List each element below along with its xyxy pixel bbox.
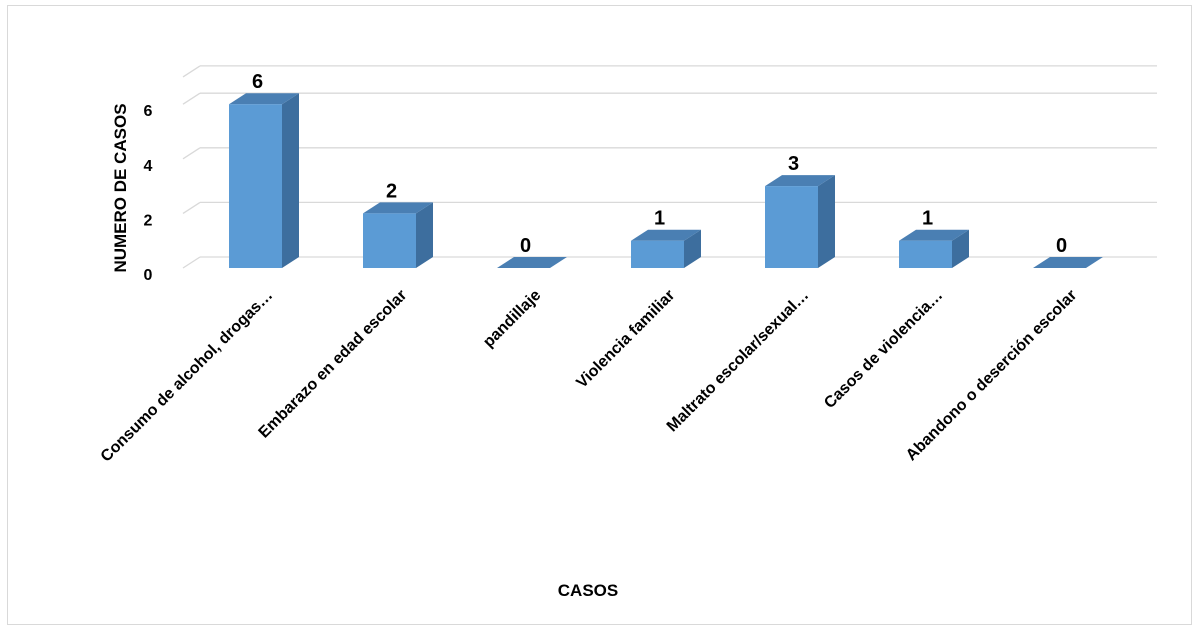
bar-side	[282, 93, 299, 268]
y-tick-labels: 0 2 4 6	[144, 103, 153, 284]
bar	[229, 93, 299, 268]
bar-top	[631, 229, 701, 241]
bar-side	[952, 229, 969, 268]
bar-top	[899, 229, 969, 241]
bar-side	[684, 229, 701, 268]
category-label: pandillaje	[480, 287, 544, 351]
category-label: Casos de violencia…	[821, 287, 946, 412]
bar-top	[765, 175, 835, 187]
bar-side	[416, 202, 433, 268]
bar-front	[765, 186, 818, 268]
bar	[363, 202, 433, 268]
bar-top	[1033, 257, 1103, 268]
gridline-diagonal	[182, 65, 201, 78]
data-label: 0	[1056, 235, 1067, 257]
bar-top	[363, 202, 433, 214]
x-axis-title: CASOS	[558, 581, 618, 600]
data-label: 1	[922, 208, 933, 230]
data-label: 6	[252, 71, 263, 93]
data-label: 3	[788, 153, 799, 175]
bar-front	[363, 213, 416, 268]
data-label: 2	[386, 180, 397, 202]
bar	[497, 257, 567, 268]
category-label: Violencia familiar	[573, 287, 678, 392]
bar-front	[229, 104, 282, 268]
gridline-diagonal	[182, 92, 201, 105]
bar-front	[631, 240, 684, 268]
y-axis-title: NUMERO DE CASOS	[111, 103, 130, 272]
bar-side	[818, 175, 835, 268]
gridline-diagonal	[182, 147, 201, 160]
bar	[899, 229, 969, 268]
bars	[229, 93, 1103, 268]
gridline-diagonal	[182, 256, 201, 269]
y-tick-label: 0	[144, 267, 153, 284]
data-labels: 6 2 0 1 3 1 0	[252, 71, 1067, 257]
bar-top	[229, 93, 299, 105]
y-tick-label: 6	[144, 103, 153, 120]
gridlines	[182, 65, 1157, 269]
bar	[1033, 257, 1103, 268]
category-label: Maltrato escolar/sexual…	[664, 287, 812, 435]
y-tick-label: 2	[144, 212, 153, 229]
data-label: 0	[520, 235, 531, 257]
bar	[765, 175, 835, 268]
category-label: Embarazo en edad escolar	[256, 287, 411, 442]
data-label: 1	[654, 208, 665, 230]
bar	[631, 229, 701, 268]
category-label: Consumo de alcohol, drogas…	[98, 287, 277, 466]
gridline-diagonal	[182, 201, 201, 214]
chart-frame	[7, 5, 1192, 625]
bar-front	[899, 240, 952, 268]
bar-top	[497, 257, 567, 268]
category-labels: Consumo de alcohol, drogas…Embarazo en e…	[98, 287, 1081, 466]
y-tick-label: 4	[144, 158, 153, 175]
